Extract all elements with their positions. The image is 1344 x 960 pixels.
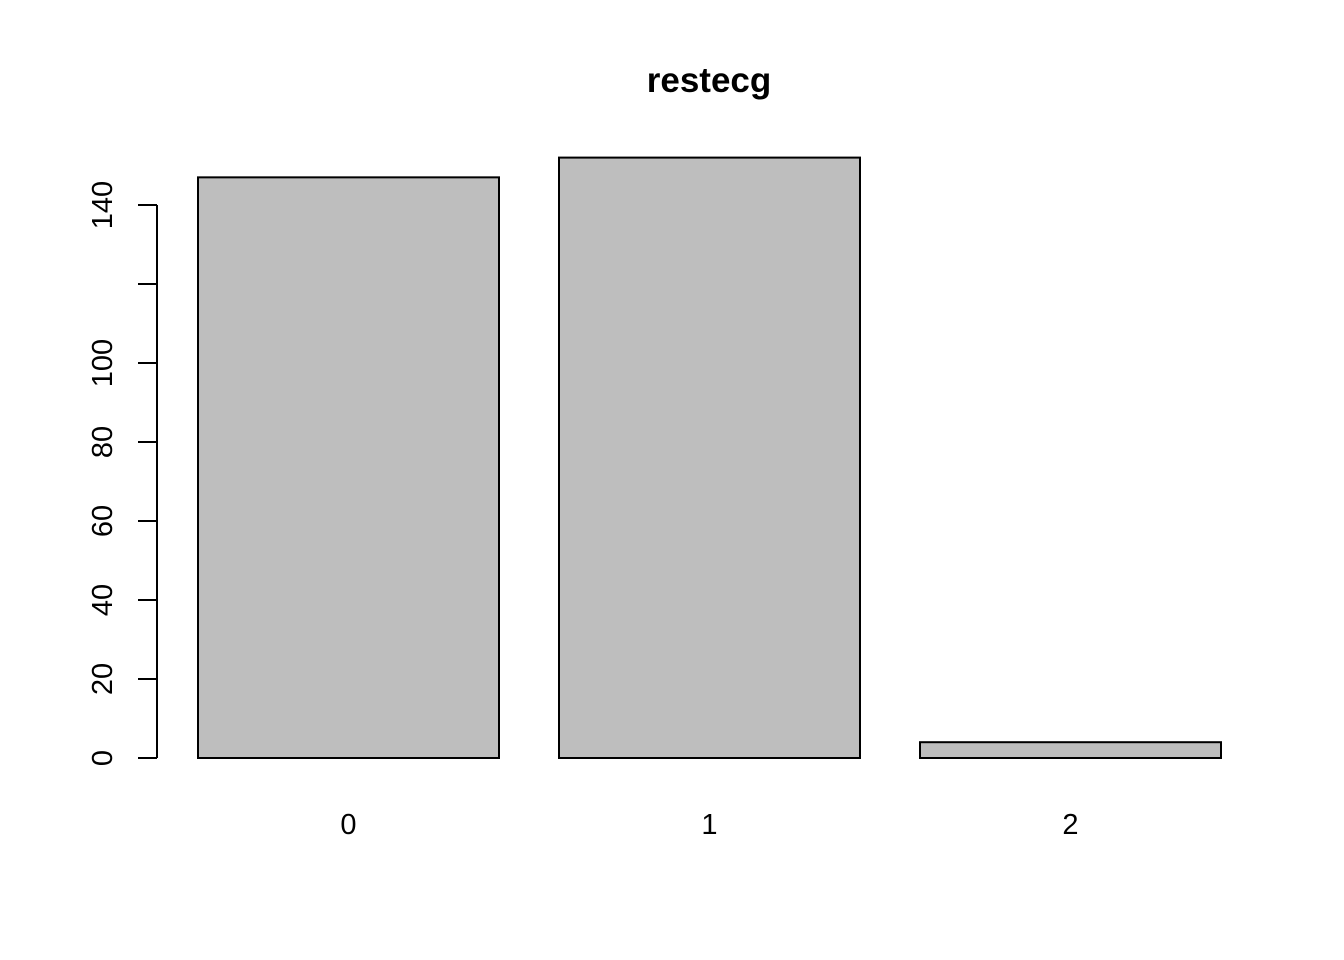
y-tick-label: 40 — [87, 584, 119, 616]
bars — [197, 156, 1222, 760]
y-axis: 0 20 40 60 80 100 140 — [87, 181, 158, 766]
x-axis-labels: 0 1 2 — [340, 809, 1078, 841]
x-tick-label-0: 0 — [340, 809, 356, 841]
y-tick-label: 140 — [87, 181, 119, 229]
bar-2 — [919, 741, 1222, 760]
y-tick-label: 20 — [87, 663, 119, 695]
y-tick-label: 0 — [87, 750, 119, 766]
bar-1 — [558, 156, 861, 760]
x-tick-label-1: 1 — [701, 809, 717, 841]
y-tick-label: 80 — [87, 426, 119, 458]
chart-title: restecg — [647, 61, 772, 100]
y-tick-label: 60 — [87, 505, 119, 537]
x-tick-label-2: 2 — [1062, 809, 1078, 841]
y-tick-label: 100 — [87, 339, 119, 387]
bar-0 — [197, 176, 500, 760]
